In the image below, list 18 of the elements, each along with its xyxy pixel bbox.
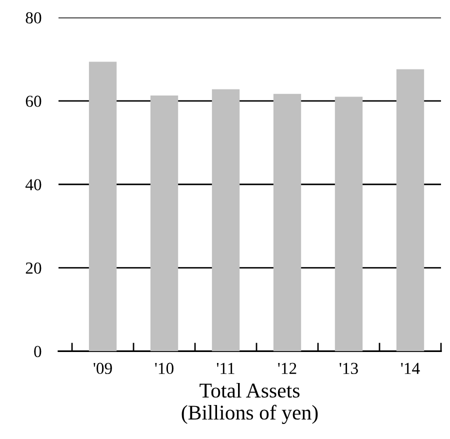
x-tick-label: '12	[278, 362, 296, 374]
bar	[396, 69, 424, 352]
x-tick-label: '10	[155, 362, 174, 374]
y-tick-label: 0	[34, 346, 42, 358]
bar	[88, 62, 117, 352]
y-tick-label: 40	[25, 179, 42, 190]
x-tick-label: '13	[340, 362, 358, 374]
y-tick-label: 20	[26, 262, 42, 274]
x-tick-label: '14	[401, 362, 420, 374]
x-tick-label: '09	[94, 362, 112, 374]
bar	[150, 96, 178, 352]
bar	[273, 94, 302, 352]
x-axis-title: Total Assets (Billions of yen)	[182, 382, 318, 424]
y-tick-label: 60	[26, 96, 42, 107]
x-tick-label: '11	[216, 362, 234, 374]
bar	[212, 89, 240, 352]
y-tick-label: 80	[26, 12, 42, 24]
bar	[334, 96, 363, 352]
